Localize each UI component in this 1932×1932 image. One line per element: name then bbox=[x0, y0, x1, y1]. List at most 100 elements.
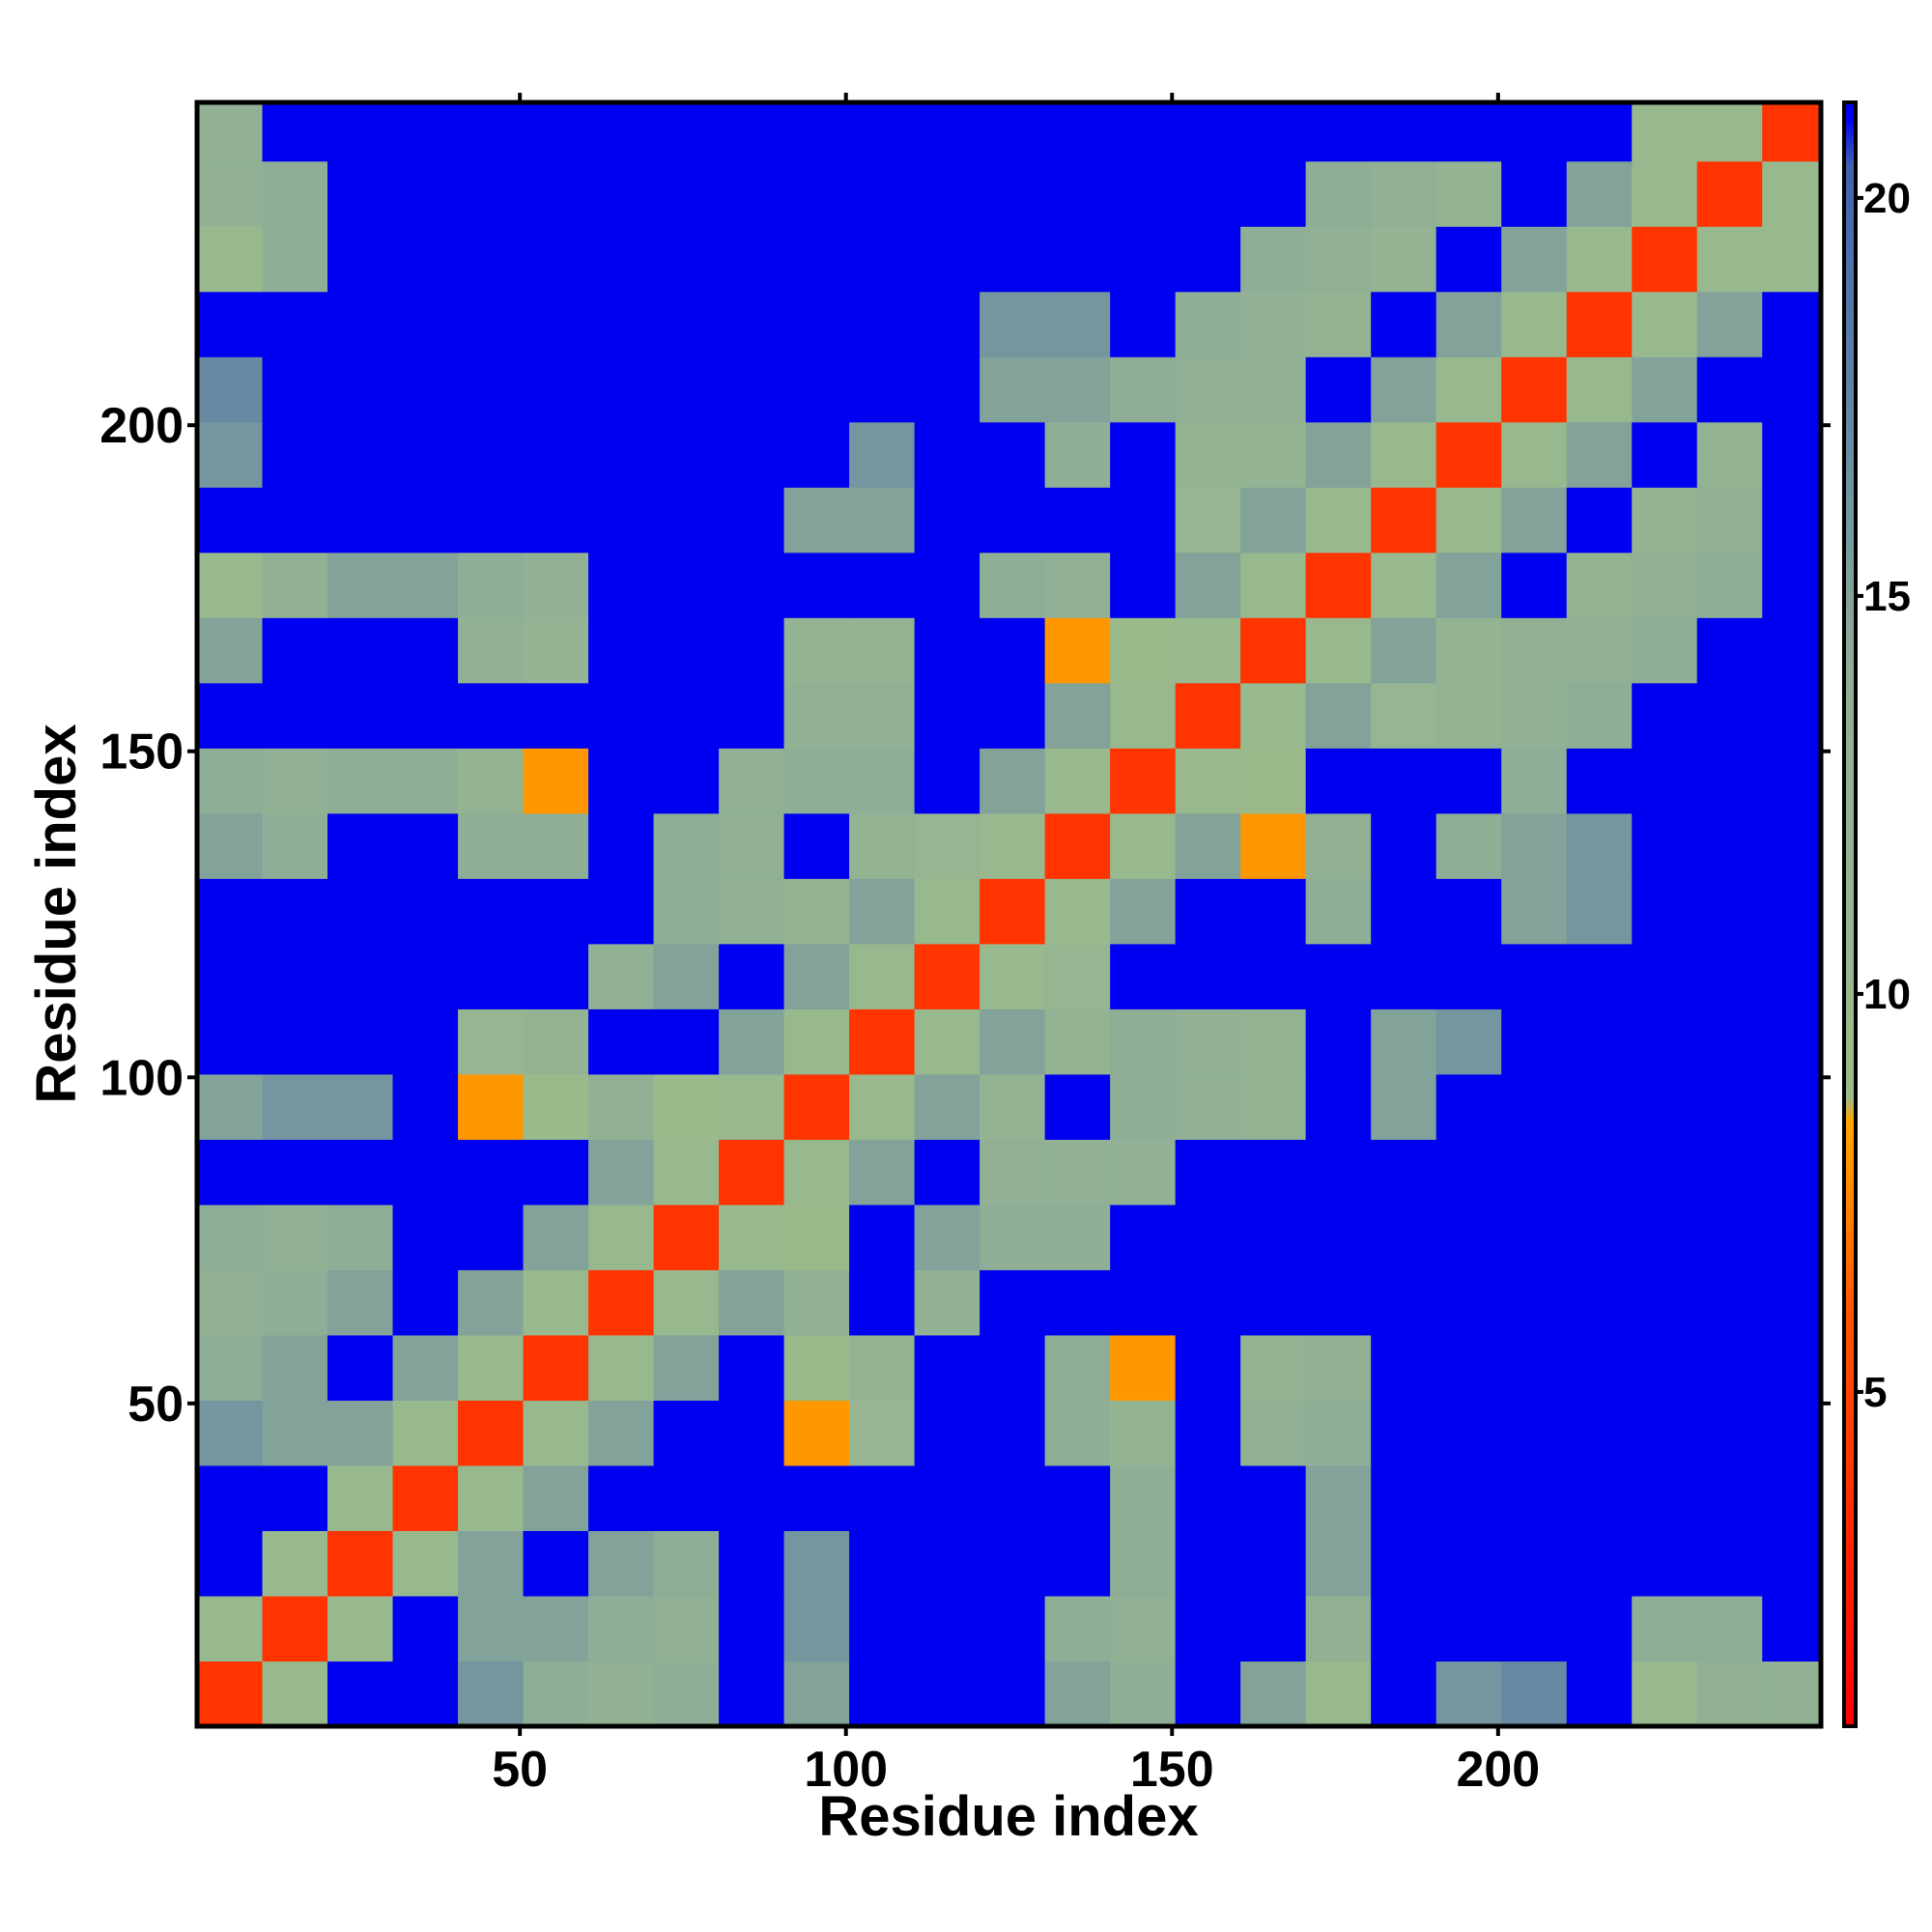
heat-cell bbox=[327, 682, 394, 749]
heat-cell bbox=[849, 617, 916, 684]
heat-cell bbox=[849, 1073, 916, 1140]
heat-cell bbox=[327, 1595, 394, 1662]
heat-cell bbox=[1175, 1204, 1241, 1270]
heat-cell bbox=[653, 421, 720, 488]
heat-cell bbox=[327, 943, 394, 1009]
heat-cell bbox=[1110, 1530, 1177, 1597]
heat-cell bbox=[1305, 552, 1372, 618]
heat-cell bbox=[1501, 682, 1568, 749]
heat-cell bbox=[1632, 1009, 1698, 1075]
heat-cell bbox=[719, 1661, 785, 1726]
heat-cell bbox=[1762, 1204, 1821, 1270]
heat-cell bbox=[1305, 1530, 1372, 1597]
heat-cell bbox=[1371, 1009, 1437, 1075]
heat-cell bbox=[653, 160, 720, 227]
heat-cell bbox=[1175, 1269, 1241, 1336]
heat-cell bbox=[392, 748, 459, 814]
heat-cell bbox=[588, 291, 655, 357]
heat-cell bbox=[1566, 1009, 1633, 1075]
heat-cell bbox=[392, 682, 459, 749]
heat-cell bbox=[1632, 1530, 1698, 1597]
heat-cell bbox=[1762, 226, 1821, 293]
heat-cell bbox=[1632, 748, 1698, 814]
heat-cell bbox=[458, 356, 525, 423]
heat-cell bbox=[523, 291, 589, 357]
heat-cell bbox=[653, 291, 720, 357]
heat-cell bbox=[1696, 682, 1763, 749]
heat-cell bbox=[1696, 356, 1763, 423]
heat-cell bbox=[197, 617, 264, 684]
heat-cell bbox=[1044, 1269, 1111, 1336]
heat-cell bbox=[1501, 1073, 1568, 1140]
heat-cell bbox=[327, 812, 394, 879]
heat-cell bbox=[392, 356, 459, 423]
heat-cell bbox=[458, 552, 525, 618]
heat-cell bbox=[523, 356, 589, 423]
heat-cell bbox=[588, 1073, 655, 1140]
heat-cell bbox=[1110, 617, 1177, 684]
heat-cell bbox=[719, 812, 785, 879]
heat-cell bbox=[1566, 1204, 1633, 1270]
heat-cell bbox=[1435, 291, 1502, 357]
heat-cell bbox=[588, 1334, 655, 1401]
heat-cell bbox=[458, 291, 525, 357]
heat-cell bbox=[1435, 552, 1502, 618]
heat-cell bbox=[392, 1334, 459, 1401]
heat-cell bbox=[1110, 160, 1177, 227]
heat-cell bbox=[1044, 1595, 1111, 1662]
heat-cell bbox=[849, 1595, 916, 1662]
x-tick-label: 100 bbox=[804, 1742, 888, 1798]
heat-cell bbox=[197, 102, 264, 162]
heat-cell bbox=[1762, 552, 1821, 618]
colorbar-tick-label: 15 bbox=[1863, 573, 1911, 620]
heat-cell bbox=[1435, 421, 1502, 488]
heat-cell bbox=[1175, 552, 1241, 618]
heat-cell bbox=[1110, 682, 1177, 749]
heat-cell bbox=[653, 617, 720, 684]
heat-cell bbox=[980, 682, 1046, 749]
heat-cell bbox=[392, 878, 459, 945]
heat-cell bbox=[262, 1661, 328, 1726]
heat-cell bbox=[980, 1464, 1046, 1531]
heat-cell bbox=[523, 1400, 589, 1466]
y-tick-label: 50 bbox=[128, 1377, 184, 1433]
heat-cell bbox=[1435, 160, 1502, 227]
heat-cell bbox=[653, 102, 720, 162]
heat-cell bbox=[1566, 160, 1633, 227]
heat-cell bbox=[783, 1334, 850, 1401]
heat-cell bbox=[523, 748, 589, 814]
heat-cell bbox=[653, 1661, 720, 1726]
heat-cell bbox=[783, 421, 850, 488]
heat-cell bbox=[1762, 102, 1821, 162]
heat-cell bbox=[588, 1595, 655, 1662]
heat-cell bbox=[1632, 356, 1698, 423]
heat-cell bbox=[1305, 748, 1372, 814]
x-tick-label: 50 bbox=[492, 1742, 548, 1798]
heat-cell bbox=[1435, 1009, 1502, 1075]
heat-cell bbox=[1632, 1400, 1698, 1466]
heat-cell bbox=[783, 1139, 850, 1206]
heat-cell bbox=[1435, 943, 1502, 1009]
heat-cell bbox=[262, 1269, 328, 1336]
heat-cell bbox=[849, 1661, 916, 1726]
heat-cell bbox=[1696, 552, 1763, 618]
heat-cell bbox=[327, 1139, 394, 1206]
heat-cell bbox=[458, 1661, 525, 1726]
heat-cell bbox=[327, 617, 394, 684]
heat-cell bbox=[980, 1595, 1046, 1662]
heat-cell bbox=[458, 487, 525, 554]
heat-cell bbox=[719, 943, 785, 1009]
heat-cell bbox=[719, 617, 785, 684]
heat-cell bbox=[914, 617, 980, 684]
heat-cell bbox=[588, 943, 655, 1009]
heat-cell bbox=[1632, 1595, 1698, 1662]
heat-cell bbox=[653, 1204, 720, 1270]
heat-cell bbox=[1632, 682, 1698, 749]
heat-cell bbox=[1501, 812, 1568, 879]
heat-cell bbox=[980, 1400, 1046, 1466]
heat-cell bbox=[1435, 1400, 1502, 1466]
heat-cell bbox=[1175, 748, 1241, 814]
heat-cell bbox=[1305, 356, 1372, 423]
heat-cell bbox=[1435, 1269, 1502, 1336]
heat-cell bbox=[458, 160, 525, 227]
